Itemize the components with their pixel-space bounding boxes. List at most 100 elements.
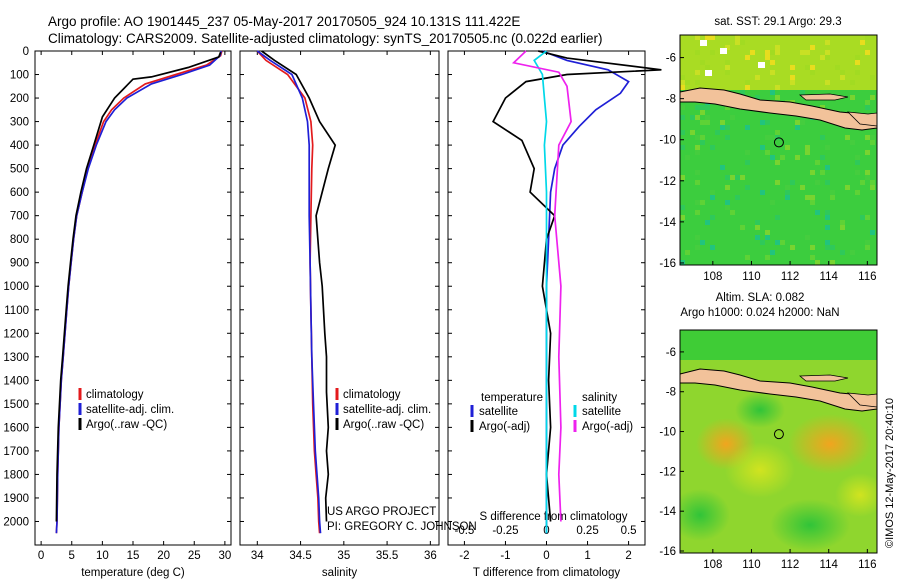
sst-pixel	[815, 180, 820, 185]
temperature-ytick-label: 1700	[3, 446, 29, 458]
temperature-xtick-label: 20	[157, 550, 170, 562]
sst-pixel	[775, 85, 780, 90]
map-ytick-label: -6	[666, 347, 676, 359]
sst-pixel	[695, 180, 700, 185]
sla-blob	[680, 489, 730, 541]
map-ytick-label: -12	[659, 466, 676, 478]
sst-north-band	[680, 35, 877, 90]
temperature-legend-label: climatology	[86, 389, 144, 401]
sst-pixel	[740, 90, 745, 95]
sst-pixel	[785, 185, 790, 190]
sst-pixel	[695, 150, 700, 155]
sst-map-axes: 108 110 112 114 116 -6 -8 -10 -12 -14 -16	[659, 53, 876, 283]
sst-pixel	[700, 240, 705, 245]
argo-float-marker	[773, 429, 784, 440]
differences-series-argo	[491, 50, 662, 522]
sst-pixel	[705, 65, 710, 70]
sst-pixel	[820, 135, 825, 140]
sst-pixel	[820, 105, 825, 110]
sst-pixel	[745, 55, 750, 60]
sla-blob	[725, 442, 795, 498]
temperature-ytick-label: 600	[10, 187, 29, 199]
sst-pixel	[770, 90, 775, 95]
temperature-xlabel: temperature (deg C)	[81, 567, 185, 579]
sst-pixel	[695, 170, 700, 175]
map-xtick-label: 110	[742, 271, 760, 283]
sst-pixel	[790, 180, 795, 185]
temperature-xtick-label: 30	[218, 550, 231, 562]
sst-pixel	[685, 80, 690, 85]
sst-pixel	[870, 95, 875, 100]
salinity-frame	[239, 50, 440, 546]
sst-pixel	[870, 230, 875, 235]
differences-legend-title-t: temperature	[481, 392, 543, 404]
sst-pixel	[765, 235, 770, 240]
sst-pixel	[710, 50, 715, 55]
salinity-xtick-label: 34	[251, 550, 264, 562]
sst-pixel	[815, 260, 820, 265]
sst-pixel	[760, 145, 765, 150]
sst-pixel	[805, 150, 810, 155]
sst-map-frame	[679, 34, 878, 266]
sst-pixel	[850, 250, 855, 255]
sst-pixel	[840, 225, 845, 230]
sst-pixel	[855, 155, 860, 160]
sst-pixel	[865, 150, 870, 155]
temperature-ytick-label: 400	[10, 140, 29, 152]
temperature-ytick-label: 1500	[3, 399, 29, 411]
sst-pixel	[840, 250, 845, 255]
pi-credit: PI: GREGORY C. JOHNSON	[327, 521, 477, 533]
sst-pixel	[685, 250, 690, 255]
sst-pixel	[855, 70, 860, 75]
sst-pixel	[700, 200, 705, 205]
salinity-xtick-label: 34.5	[289, 550, 311, 562]
salinity-series-satellite	[256, 50, 322, 534]
sst-pixel	[810, 65, 815, 70]
map-ytick-label: -16	[659, 546, 676, 558]
sst-pixel	[725, 45, 730, 50]
map-ytick-label: -8	[666, 94, 676, 106]
sst-pixel	[695, 210, 700, 215]
salinity-panel: 34 34.5 35 35.5 36 salinity climatology satelli…	[239, 50, 440, 579]
sst-pixel	[755, 225, 760, 230]
sst-pixel	[865, 215, 870, 220]
temperature-xtick-label: 10	[96, 550, 109, 562]
sst-pixel	[700, 135, 705, 140]
sst-pixel	[765, 255, 770, 260]
temperature-ytick-label: 200	[10, 93, 29, 105]
sst-pixel	[695, 70, 700, 75]
sla-map-frame	[679, 329, 878, 554]
sst-pixel	[855, 190, 860, 195]
sst-pixel	[755, 220, 760, 225]
map-ytick-label: -8	[666, 387, 676, 399]
differences-xtick-label: -1	[500, 550, 510, 562]
sst-pixel	[780, 155, 785, 160]
differences-legend-label: satellite	[582, 406, 621, 418]
temperature-ytick-label: 1200	[3, 328, 29, 340]
differences-xlabel: T difference from climatology	[473, 567, 620, 579]
sst-pixel	[695, 135, 700, 140]
sst-pixel	[770, 70, 775, 75]
differences-legend-title-s: salinity	[582, 392, 617, 404]
sst-pixel	[765, 120, 770, 125]
temperature-ytick-label: 1900	[3, 493, 29, 505]
map-xtick-label: 116	[858, 559, 876, 571]
temperature-ytick-label: 1300	[3, 352, 29, 364]
header-line-2: Climatology: CARS2009. Satellite-adjuste…	[48, 31, 603, 46]
sst-java-land	[680, 87, 877, 131]
sst-pixel	[865, 35, 870, 40]
sst-pixel	[830, 260, 835, 265]
sst-pixel	[725, 175, 730, 180]
temperature-ytick-label: 0	[23, 46, 29, 58]
map-ytick-label: -14	[659, 217, 676, 229]
sst-pixel	[720, 165, 725, 170]
sst-pixel	[735, 195, 740, 200]
sst-pixel	[700, 140, 705, 145]
sst-pixel	[775, 135, 780, 140]
salinity-series-argo	[261, 50, 337, 522]
sst-pixel	[855, 55, 860, 60]
salinity-legend-label: satellite-adj. clim.	[343, 404, 431, 416]
sst-pixel	[725, 70, 730, 75]
sst-pixel	[825, 50, 830, 55]
sst-pixel	[840, 70, 845, 75]
